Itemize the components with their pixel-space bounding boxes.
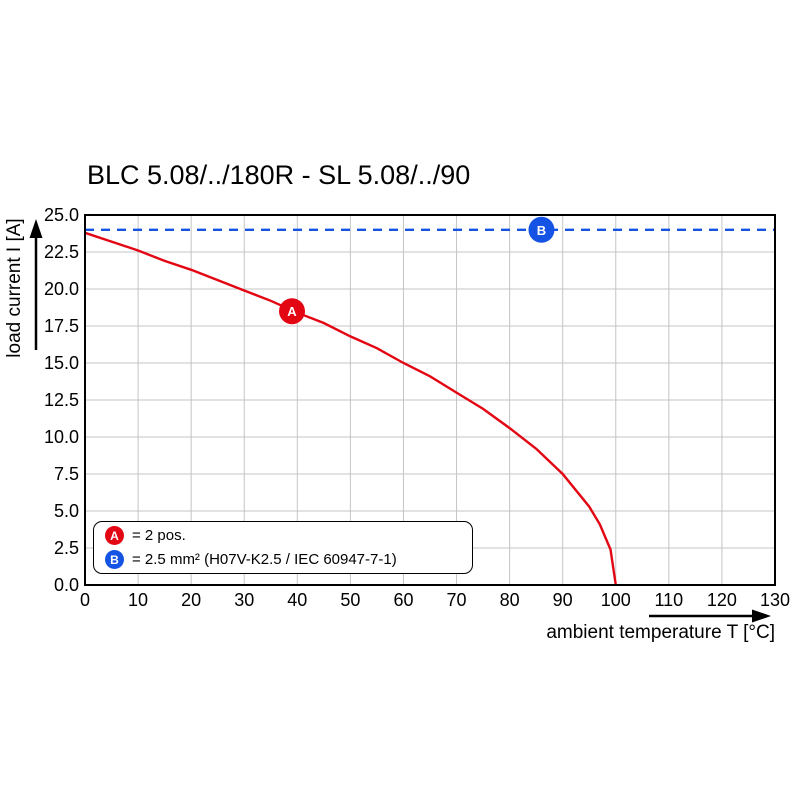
chart-title: BLC 5.08/../180R - SL 5.08/../90: [87, 160, 471, 190]
plot-border: [84, 214, 776, 586]
x-axis-label: ambient temperature T [°C]: [546, 622, 775, 643]
legend: A = 2 pos. B = 2.5 mm² (H07V-K2.5 / IEC …: [93, 521, 473, 574]
y-axis-label: load current I [A]: [4, 218, 25, 358]
legend-badge-b-icon: B: [105, 550, 124, 569]
marker-a-label: A: [287, 304, 297, 319]
legend-text-b: = 2.5 mm² (H07V-K2.5 / IEC 60947-7-1): [132, 551, 397, 568]
legend-badge-a-icon: A: [105, 526, 124, 545]
series-a-curve: [84, 231, 617, 586]
x-axis-arrow: [649, 609, 771, 623]
legend-item-b: B = 2.5 mm² (H07V-K2.5 / IEC 60947-7-1): [105, 549, 472, 570]
marker-b-label: B: [537, 223, 546, 238]
marker-b-icon: [528, 216, 555, 243]
legend-item-a: A = 2 pos.: [105, 525, 472, 546]
marker-a-icon: [279, 298, 305, 325]
legend-text-a: = 2 pos.: [132, 527, 186, 544]
y-axis-arrow: [29, 219, 43, 350]
